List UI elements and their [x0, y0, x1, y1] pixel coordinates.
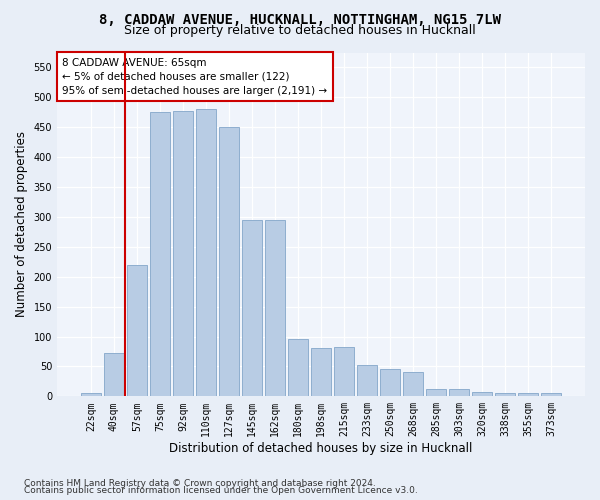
Y-axis label: Number of detached properties: Number of detached properties	[15, 132, 28, 318]
Bar	[81, 394, 101, 396]
Bar	[196, 110, 216, 397]
Text: 8 CADDAW AVENUE: 65sqm
← 5% of detached houses are smaller (122)
95% of semi-det: 8 CADDAW AVENUE: 65sqm ← 5% of detached …	[62, 58, 328, 96]
Bar	[403, 372, 423, 396]
Bar	[150, 112, 170, 397]
Text: 8, CADDAW AVENUE, HUCKNALL, NOTTINGHAM, NG15 7LW: 8, CADDAW AVENUE, HUCKNALL, NOTTINGHAM, …	[99, 12, 501, 26]
Bar	[265, 220, 285, 396]
Bar	[496, 394, 515, 396]
Bar	[104, 354, 124, 397]
Bar	[449, 389, 469, 396]
X-axis label: Distribution of detached houses by size in Hucknall: Distribution of detached houses by size …	[169, 442, 473, 455]
Bar	[173, 111, 193, 397]
Bar	[541, 394, 561, 396]
Bar	[242, 220, 262, 396]
Text: Size of property relative to detached houses in Hucknall: Size of property relative to detached ho…	[124, 24, 476, 37]
Bar	[288, 339, 308, 396]
Bar	[427, 388, 446, 396]
Bar	[334, 348, 354, 397]
Bar	[472, 392, 492, 396]
Bar	[380, 369, 400, 396]
Bar	[518, 394, 538, 396]
Text: Contains public sector information licensed under the Open Government Licence v3: Contains public sector information licen…	[24, 486, 418, 495]
Bar	[357, 364, 377, 396]
Bar	[127, 265, 146, 396]
Bar	[311, 348, 331, 397]
Bar	[219, 127, 239, 396]
Text: Contains HM Land Registry data © Crown copyright and database right 2024.: Contains HM Land Registry data © Crown c…	[24, 478, 376, 488]
